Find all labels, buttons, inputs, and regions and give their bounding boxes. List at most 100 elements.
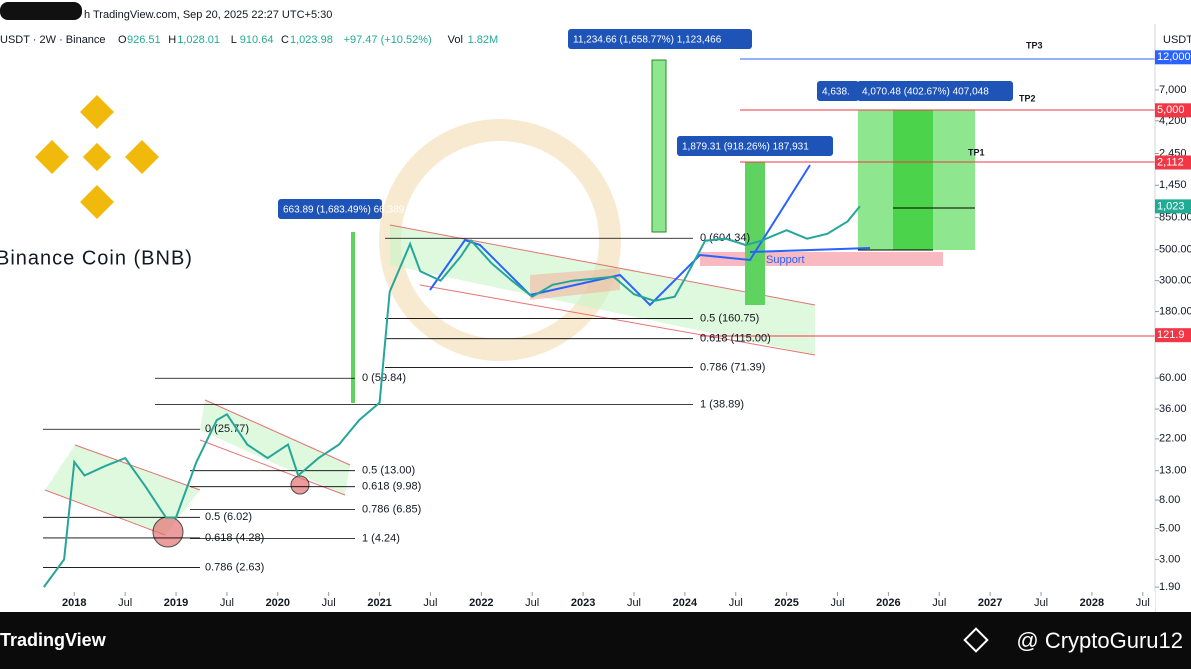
x-tick-label: 2025 bbox=[774, 597, 798, 609]
price-tag bbox=[1155, 50, 1191, 65]
price-tag-label: 121.9 bbox=[1157, 329, 1185, 341]
x-tick-label: Jul bbox=[729, 597, 743, 609]
measure-box bbox=[817, 81, 859, 101]
time-axis bbox=[0, 592, 1155, 612]
support-label: Support bbox=[766, 254, 805, 266]
price-tag-label: 12,000 bbox=[1157, 51, 1191, 63]
channels bbox=[44, 224, 943, 536]
x-tick-label: Jul bbox=[220, 597, 234, 609]
ohlc: USDT · 2W · Binance bbox=[0, 34, 106, 46]
ohlc: 910.64 bbox=[240, 34, 274, 46]
y-tick-label: 13.00 bbox=[1159, 465, 1187, 477]
measure-label: 663.89 (1,683.49%) 66,389 bbox=[283, 205, 405, 216]
x-tick-label: Jul bbox=[627, 597, 641, 609]
measure-box bbox=[677, 136, 833, 156]
redaction bbox=[0, 2, 82, 20]
measure-box bbox=[857, 81, 1013, 101]
x-tick-label: 2024 bbox=[673, 597, 698, 609]
price-tag-label: 1,023 bbox=[1157, 200, 1185, 212]
ohlc: Vol bbox=[448, 34, 463, 46]
fib-label: 0.618 (9.98) bbox=[362, 481, 421, 493]
fib-label: 1 (38.89) bbox=[700, 398, 744, 410]
y-tick-label: 8.00 bbox=[1159, 494, 1180, 506]
x-tick-label: 2023 bbox=[571, 597, 595, 609]
target-label: TP3 bbox=[1026, 40, 1043, 50]
x-tick-label: Jul bbox=[423, 597, 437, 609]
ohlc: H bbox=[168, 34, 176, 46]
target-label: TP1 bbox=[968, 147, 985, 157]
projection bbox=[749, 247, 871, 253]
price-line bbox=[42, 205, 861, 588]
fib-label: 0.618 (115.00) bbox=[700, 333, 771, 345]
highlight bbox=[290, 475, 310, 495]
x-tick-label: 2028 bbox=[1080, 597, 1104, 609]
target-label: TP2 bbox=[1019, 93, 1036, 103]
y-tick-label: 300.00 bbox=[1159, 275, 1191, 287]
footer-icon bbox=[963, 627, 989, 653]
ohlc: 1.82M bbox=[468, 34, 499, 46]
x-tick-label: 2027 bbox=[978, 597, 1002, 609]
measure-label: 4,638. bbox=[822, 87, 850, 98]
price-tag bbox=[1155, 199, 1191, 214]
ohlc: 1,028.01 bbox=[177, 34, 220, 46]
y-tick-label: 5.00 bbox=[1159, 522, 1180, 534]
measure-box bbox=[568, 29, 752, 49]
fib-label: 0.5 (6.02) bbox=[205, 511, 252, 523]
y-tick-label: 4,200 bbox=[1159, 115, 1187, 127]
ohlc: L bbox=[231, 34, 237, 46]
price-tag bbox=[1155, 103, 1191, 118]
y-tick-label: 7,000 bbox=[1159, 84, 1187, 96]
fib-label: 0.618 (4.28) bbox=[205, 532, 264, 544]
measure-label: 11,234.66 (1,658.77%) 1,123,466 bbox=[573, 35, 722, 46]
fib-label: 0 (59.84) bbox=[362, 372, 406, 384]
ohlc: 926.51 bbox=[127, 34, 161, 46]
fib-label: 0.786 (2.63) bbox=[205, 561, 264, 573]
price-tag bbox=[1155, 328, 1191, 343]
x-tick-label: Jul bbox=[1136, 597, 1150, 609]
price-tag-label: 5,000 bbox=[1157, 104, 1185, 116]
x-tick-label: Jul bbox=[525, 597, 539, 609]
x-tick-label: Jul bbox=[932, 597, 946, 609]
y-tick-label: 850.00 bbox=[1159, 212, 1191, 224]
y-tick-label: 36.00 bbox=[1159, 403, 1187, 415]
x-tick-label: 2018 bbox=[62, 597, 86, 609]
fib-label: 0.786 (6.85) bbox=[362, 503, 421, 515]
x-tick-label: Jul bbox=[830, 597, 844, 609]
ohlc: O bbox=[118, 34, 127, 46]
ohlc: 1,023.98 bbox=[290, 34, 333, 46]
highlight bbox=[152, 516, 184, 548]
ohlc: C bbox=[281, 34, 289, 46]
y-tick-label: 3.00 bbox=[1159, 553, 1180, 565]
footer-handle: @ CryptoGuru12 bbox=[1016, 628, 1183, 653]
x-tick-label: 2019 bbox=[164, 597, 188, 609]
footer bbox=[0, 612, 1191, 669]
source: h TradingView.com, Sep 20, 2025 22:27 UT… bbox=[84, 9, 332, 21]
chart-title: Binance Coin (BNB) bbox=[0, 247, 193, 269]
ohlc: +97.47 (+10.52%) bbox=[344, 34, 432, 46]
measure-label: 1,879.31 (918.26%) 187,931 bbox=[682, 142, 809, 153]
fib-label: 0.5 (13.00) bbox=[362, 465, 415, 477]
x-tick-label: 2022 bbox=[469, 597, 493, 609]
x-tick-label: Jul bbox=[322, 597, 336, 609]
price-tag-label: 2,112 bbox=[1157, 156, 1184, 168]
price-tag bbox=[1155, 155, 1191, 170]
x-tick-label: Jul bbox=[118, 597, 132, 609]
measure-box bbox=[278, 199, 382, 219]
measure-bars bbox=[351, 59, 975, 403]
y-tick-label: 180.00 bbox=[1159, 305, 1191, 317]
y-tick-label: 1,450 bbox=[1159, 179, 1187, 191]
measure-label: 4,070.48 (402.67%) 407,048 bbox=[862, 87, 989, 98]
axis-unit: USDT bbox=[1163, 34, 1191, 46]
footer-brand: TradingView bbox=[0, 630, 107, 650]
y-tick-label: 60.00 bbox=[1159, 372, 1187, 384]
fib-label: 1 (4.24) bbox=[362, 532, 400, 544]
y-tick-label: 22.00 bbox=[1159, 433, 1187, 445]
fib-label: 0.5 (160.75) bbox=[700, 312, 759, 324]
header bbox=[0, 0, 1155, 24]
x-tick-label: Jul bbox=[1034, 597, 1048, 609]
x-tick-label: 2026 bbox=[876, 597, 900, 609]
fib-label: 0.786 (71.39) bbox=[700, 361, 765, 373]
